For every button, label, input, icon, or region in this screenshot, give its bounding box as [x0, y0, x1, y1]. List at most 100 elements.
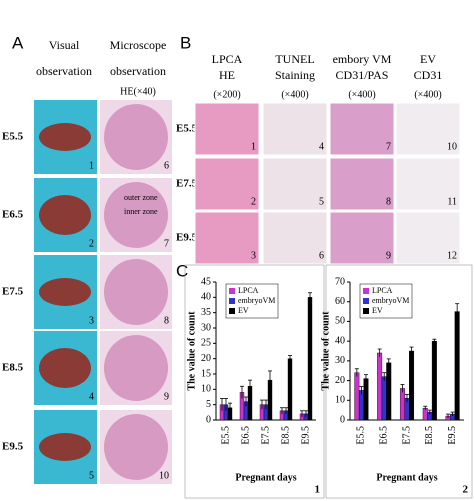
bar [454, 311, 460, 421]
chart-frame [325, 264, 473, 499]
image-number: 9 [386, 250, 391, 261]
legend-swatch [229, 288, 235, 294]
bar [287, 358, 293, 421]
photo-tissue [39, 278, 91, 306]
row-label: E7.5 [2, 286, 24, 298]
legend-label: EV [238, 306, 249, 315]
legend-label: LPCA [372, 286, 393, 295]
micrograph-tissue [104, 259, 168, 325]
legend-swatch [363, 298, 369, 304]
image-number: 1 [89, 160, 94, 171]
micrograph [194, 157, 260, 211]
legend-label: LPCA [238, 286, 259, 295]
x-tick-label: E7.5 [401, 426, 412, 445]
image-number: 6 [319, 250, 324, 261]
micrograph [262, 102, 328, 156]
y-axis-label: The value of count [186, 311, 197, 391]
magnification: (×200) [213, 89, 240, 100]
image-number: 3 [89, 315, 94, 326]
image-number: 12 [447, 250, 457, 261]
y-tick-label: 0 [340, 414, 345, 425]
micrograph [194, 211, 260, 265]
column-title: CD31 [414, 68, 443, 82]
y-tick-label: 20 [335, 375, 345, 386]
row-label: E5.5 [2, 131, 24, 143]
annotation: outer zone [124, 193, 158, 202]
micrograph-tissue [104, 182, 168, 248]
column-title: EV [420, 52, 436, 66]
x-tick-label: E5.5 [356, 426, 367, 445]
bar [363, 378, 369, 421]
x-tick-label: E9.5 [447, 426, 458, 445]
y-axis-label: The value of count [320, 311, 331, 391]
bar [377, 352, 383, 421]
y-tick-label: 50 [335, 316, 345, 327]
image-number: 8 [164, 315, 169, 326]
y-tick-label: 10 [335, 395, 345, 406]
x-axis-label: Pregnant days [376, 472, 437, 483]
bar [381, 376, 387, 421]
x-tick-label: E9.5 [300, 426, 311, 445]
row-label: E7.5 [176, 178, 198, 190]
image-number: 10 [447, 141, 457, 152]
micrograph [395, 211, 461, 265]
image-number: 8 [386, 196, 391, 207]
image-number: 2 [89, 238, 94, 249]
column-title: CD31/PAS [336, 68, 389, 82]
column-title: HE [219, 68, 235, 82]
bar [409, 350, 415, 421]
micrograph [395, 102, 461, 156]
y-tick-label: 0 [206, 414, 211, 425]
image-number: 4 [89, 391, 94, 402]
legend-swatch [363, 288, 369, 294]
row-label: E9.5 [176, 232, 198, 244]
x-tick-label: E7.5 [260, 426, 271, 445]
column-subtitle: HE(×40) [120, 86, 156, 97]
legend-label: EV [372, 306, 383, 315]
micrograph [262, 157, 328, 211]
y-tick-label: 15 [201, 368, 211, 379]
image-number: 3 [251, 250, 256, 261]
y-tick-label: 5 [206, 399, 211, 410]
y-tick-label: 70 [335, 276, 345, 287]
chart-number: 1 [315, 484, 321, 496]
x-tick-label: E6.5 [378, 426, 389, 445]
image-number: 11 [447, 196, 457, 207]
panel-label: A [12, 33, 24, 52]
column-title: observation [110, 64, 166, 78]
annotation: inner zone [124, 207, 158, 216]
micrograph-tissue [104, 335, 168, 401]
image-number: 1 [251, 141, 256, 152]
image-number: 7 [164, 238, 169, 249]
micrograph [329, 211, 395, 265]
column-title: LPCA [212, 52, 243, 66]
x-tick-label: E6.5 [240, 426, 251, 445]
chart-frame [184, 264, 325, 499]
y-tick-label: 10 [201, 384, 211, 395]
x-tick-label: E8.5 [280, 426, 291, 445]
micrograph [395, 157, 461, 211]
y-tick-label: 45 [201, 276, 211, 287]
y-tick-label: 20 [201, 353, 211, 364]
legend-swatch [229, 308, 235, 314]
bar [358, 390, 364, 421]
row-label: E5.5 [176, 123, 198, 135]
image-number: 5 [89, 470, 94, 481]
y-tick-label: 30 [201, 322, 211, 333]
column-title: observation [36, 64, 92, 78]
column-title: Microscope [110, 38, 167, 52]
micrograph [194, 102, 260, 156]
magnification: (×400) [414, 89, 441, 100]
x-tick-label: E8.5 [424, 426, 435, 445]
y-tick-label: 25 [201, 338, 211, 349]
bar [399, 388, 405, 421]
bar [307, 297, 313, 421]
chart-number: 2 [463, 484, 469, 496]
image-number: 4 [319, 141, 324, 152]
y-tick-label: 30 [335, 355, 345, 366]
y-tick-label: 60 [335, 296, 345, 307]
magnification: (×400) [281, 89, 308, 100]
photo-tissue [39, 433, 91, 461]
bar [354, 372, 360, 421]
image-number: 2 [251, 196, 256, 207]
